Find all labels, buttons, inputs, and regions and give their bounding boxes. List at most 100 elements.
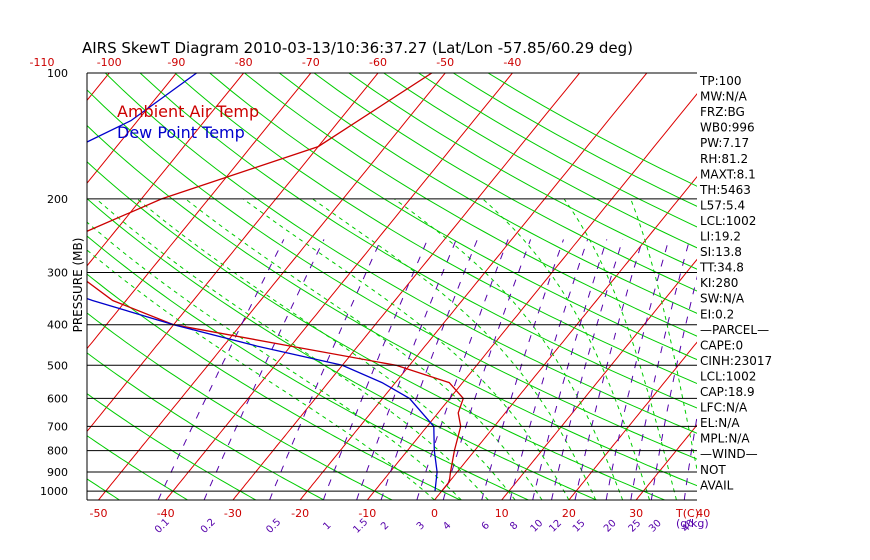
mixing-ratio-label: 6: [480, 520, 492, 532]
pressure-tick-label: 1000: [40, 485, 68, 498]
stats-panel-line: MW:N/A: [700, 90, 748, 104]
isotherm-line: [87, 73, 379, 433]
top-temp-tick-label: -100: [97, 56, 122, 69]
mixing-ratio-line: [630, 239, 691, 500]
dry-adiabat-line: [313, 73, 697, 292]
moist-adiabat-line: [136, 198, 516, 500]
dry-adiabat-line: [87, 197, 597, 500]
dry-adiabat-line: [348, 73, 697, 270]
mixing-ratio-label: 20: [602, 518, 619, 535]
stats-panel-line: WB0:996: [700, 121, 755, 135]
dry-adiabat-line: [87, 352, 325, 500]
stats-panel-line: LFC:N/A: [700, 401, 748, 415]
bottom-temp-tick-label: -30: [224, 507, 242, 520]
stats-panel-line: TT:34.8: [699, 261, 744, 275]
stats-panel-line: EI:0.2: [700, 307, 734, 321]
isotherm-line: [87, 73, 312, 350]
mixing-ratio-label: 30: [647, 518, 664, 535]
pressure-tick-label: 700: [47, 420, 68, 433]
dry-adiabat-line: [87, 235, 529, 500]
dry-adiabat-line: [209, 73, 697, 361]
dry-adiabat-line: [87, 124, 697, 487]
mixing-ratio-line: [532, 239, 608, 500]
pressure-tick-label: 600: [47, 392, 68, 405]
stats-panel: TP:100MW:N/AFRZ:BGWB0:996PW:7.17RH:81.2M…: [699, 74, 772, 492]
bottom-temp-tick-label: 30: [629, 507, 643, 520]
stats-panel-line: PW:7.17: [700, 136, 749, 150]
dry-adiabat-line: [87, 273, 461, 500]
top-temp-tick-label: -70: [302, 56, 320, 69]
chart-title: AIRS SkewT Diagram 2010-03-13/10:36:37.2…: [82, 39, 633, 57]
pressure-tick-label: 200: [47, 193, 68, 206]
dry-adiabat-line: [87, 161, 665, 500]
stats-panel-line: —WIND—: [700, 447, 758, 461]
mixing-ratio-label: 0.5: [264, 517, 283, 536]
bottom-axis-unit: T(C): [675, 507, 699, 520]
stats-panel-line: SI:13.8: [700, 245, 742, 259]
moist-adiabat-line: [394, 198, 624, 500]
dry-adiabat-line: [87, 478, 120, 500]
top-temp-tick-label: -80: [235, 56, 253, 69]
moist-adiabat-line: [482, 198, 650, 500]
mixing-ratio-line: [203, 239, 325, 500]
top-temp-tick-label: -90: [167, 56, 185, 69]
dry-adiabat-line: [87, 435, 188, 500]
moist-adiabat-line: [87, 221, 462, 500]
top-temp-tick-label: -110: [30, 56, 55, 69]
stats-panel-line: RH:81.2: [700, 152, 748, 166]
mixing-ratio-line: [269, 239, 382, 500]
top-temp-tick-label: -60: [369, 56, 387, 69]
mixing-ratio-label: 1: [321, 520, 333, 532]
stats-panel-line: EL:N/A: [700, 416, 740, 430]
dry-adiabat-line: [487, 73, 697, 187]
mixing-ratio-label: 2: [379, 520, 391, 532]
stats-panel-line: AVAIL: [700, 478, 734, 492]
stats-panel-line: MPL:N/A: [700, 432, 750, 446]
bottom-temp-tick-label: 20: [562, 507, 576, 520]
mixing-ratio-label: 0.2: [199, 517, 218, 536]
mixing-ratio-unit: (g/kg): [676, 517, 709, 530]
stats-panel-line: LCL:1002: [700, 214, 756, 228]
moist-adiabat-line: [563, 198, 677, 500]
isotherm-line: [232, 73, 580, 500]
moist-adiabat-line: [242, 198, 570, 500]
mixing-ratio-line: [481, 239, 564, 500]
isotherm-line: [434, 175, 697, 500]
dry-adiabat-line: [278, 73, 697, 314]
dry-adiabat-line: [87, 393, 257, 500]
bottom-temp-tick-label: 0: [431, 507, 438, 520]
moist-adiabat-line: [95, 198, 489, 500]
mixing-ratio-line: [509, 239, 589, 500]
stats-panel-line: TP:100: [699, 74, 742, 88]
pressure-tick-label: 900: [47, 466, 68, 479]
pressure-tick-label: 800: [47, 445, 68, 458]
stats-panel-line: MAXT:8.1: [700, 167, 756, 181]
isotherm-line: [635, 424, 697, 500]
mixing-ratio-line: [551, 239, 624, 500]
bottom-temp-tick-label: -20: [291, 507, 309, 520]
mixing-ratio-line: [650, 275, 697, 500]
mixing-ratio-line: [322, 239, 429, 500]
pressure-tick-label: 300: [47, 267, 68, 280]
mixing-ratio-label: 25: [627, 518, 644, 535]
stats-panel-line: TH:5463: [699, 183, 751, 197]
dry-adiabat-line: [104, 73, 697, 434]
mixing-ratio-label: 8: [508, 520, 520, 532]
stats-panel-line: SW:N/A: [700, 292, 745, 306]
y-axis-label: PRESSURE (MB): [71, 238, 85, 333]
pressure-tick-label: 400: [47, 319, 68, 332]
mixing-ratio-line: [380, 239, 478, 500]
stats-panel-line: L57:5.4: [700, 198, 745, 212]
isotherm-line: [0, 73, 42, 500]
mixing-ratio-line: [442, 239, 532, 500]
mixing-ratio-label: 12: [547, 518, 564, 535]
dewpoint-temp-line: [87, 73, 438, 492]
dry-adiabat-line: [139, 73, 697, 409]
pressure-tick-label: 100: [47, 67, 68, 80]
mixing-ratio-line: [157, 239, 285, 500]
dry-adiabat-line: [174, 73, 697, 385]
mixing-ratio-label: 4: [441, 520, 453, 532]
mixing-ratio-label: 3: [415, 520, 427, 532]
